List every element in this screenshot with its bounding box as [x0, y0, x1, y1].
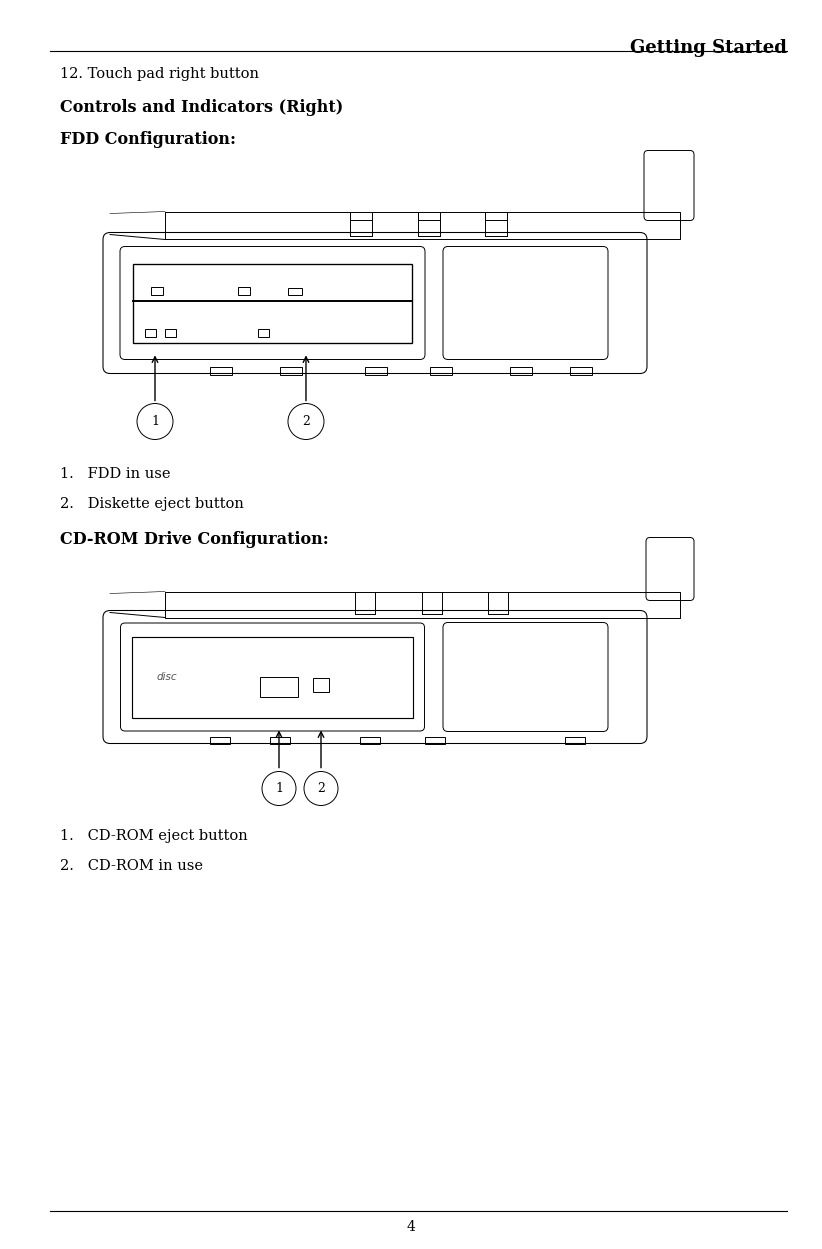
Text: 2: 2: [317, 782, 325, 796]
Text: 2.   CD-ROM in use: 2. CD-ROM in use: [60, 859, 203, 873]
Bar: [270, 737, 290, 743]
Circle shape: [262, 772, 296, 806]
Bar: [133, 264, 412, 342]
Text: 2: 2: [302, 415, 310, 428]
Bar: [313, 677, 329, 692]
Bar: [260, 677, 298, 697]
Bar: [425, 737, 445, 743]
Bar: [570, 366, 592, 375]
Bar: [280, 366, 302, 375]
Bar: [210, 366, 232, 375]
Circle shape: [304, 772, 338, 806]
Text: 2.   Diskette eject button: 2. Diskette eject button: [60, 497, 244, 511]
Text: Controls and Indicators (Right): Controls and Indicators (Right): [60, 99, 344, 116]
Bar: [132, 637, 413, 717]
Text: Getting Started: Getting Started: [630, 39, 787, 57]
Text: 1.   CD-ROM eject button: 1. CD-ROM eject button: [60, 829, 247, 843]
Text: 1: 1: [275, 782, 283, 796]
Text: CD-ROM Drive Configuration:: CD-ROM Drive Configuration:: [60, 531, 329, 548]
Bar: [165, 328, 176, 336]
Bar: [430, 366, 452, 375]
Bar: [360, 737, 380, 743]
Bar: [565, 737, 585, 743]
Bar: [151, 287, 163, 296]
Text: 4: 4: [407, 1220, 415, 1234]
Bar: [258, 328, 269, 336]
Text: 1: 1: [151, 415, 159, 428]
Text: disc: disc: [157, 672, 178, 682]
Text: 1.   FDD in use: 1. FDD in use: [60, 467, 170, 481]
Bar: [365, 366, 387, 375]
Text: FDD Configuration:: FDD Configuration:: [60, 131, 236, 147]
Bar: [210, 737, 230, 743]
Bar: [238, 287, 250, 296]
Bar: [288, 287, 302, 296]
Bar: [510, 366, 532, 375]
Text: 12. Touch pad right button: 12. Touch pad right button: [60, 67, 259, 81]
Circle shape: [288, 403, 324, 440]
Bar: [145, 328, 156, 336]
Circle shape: [137, 403, 173, 440]
